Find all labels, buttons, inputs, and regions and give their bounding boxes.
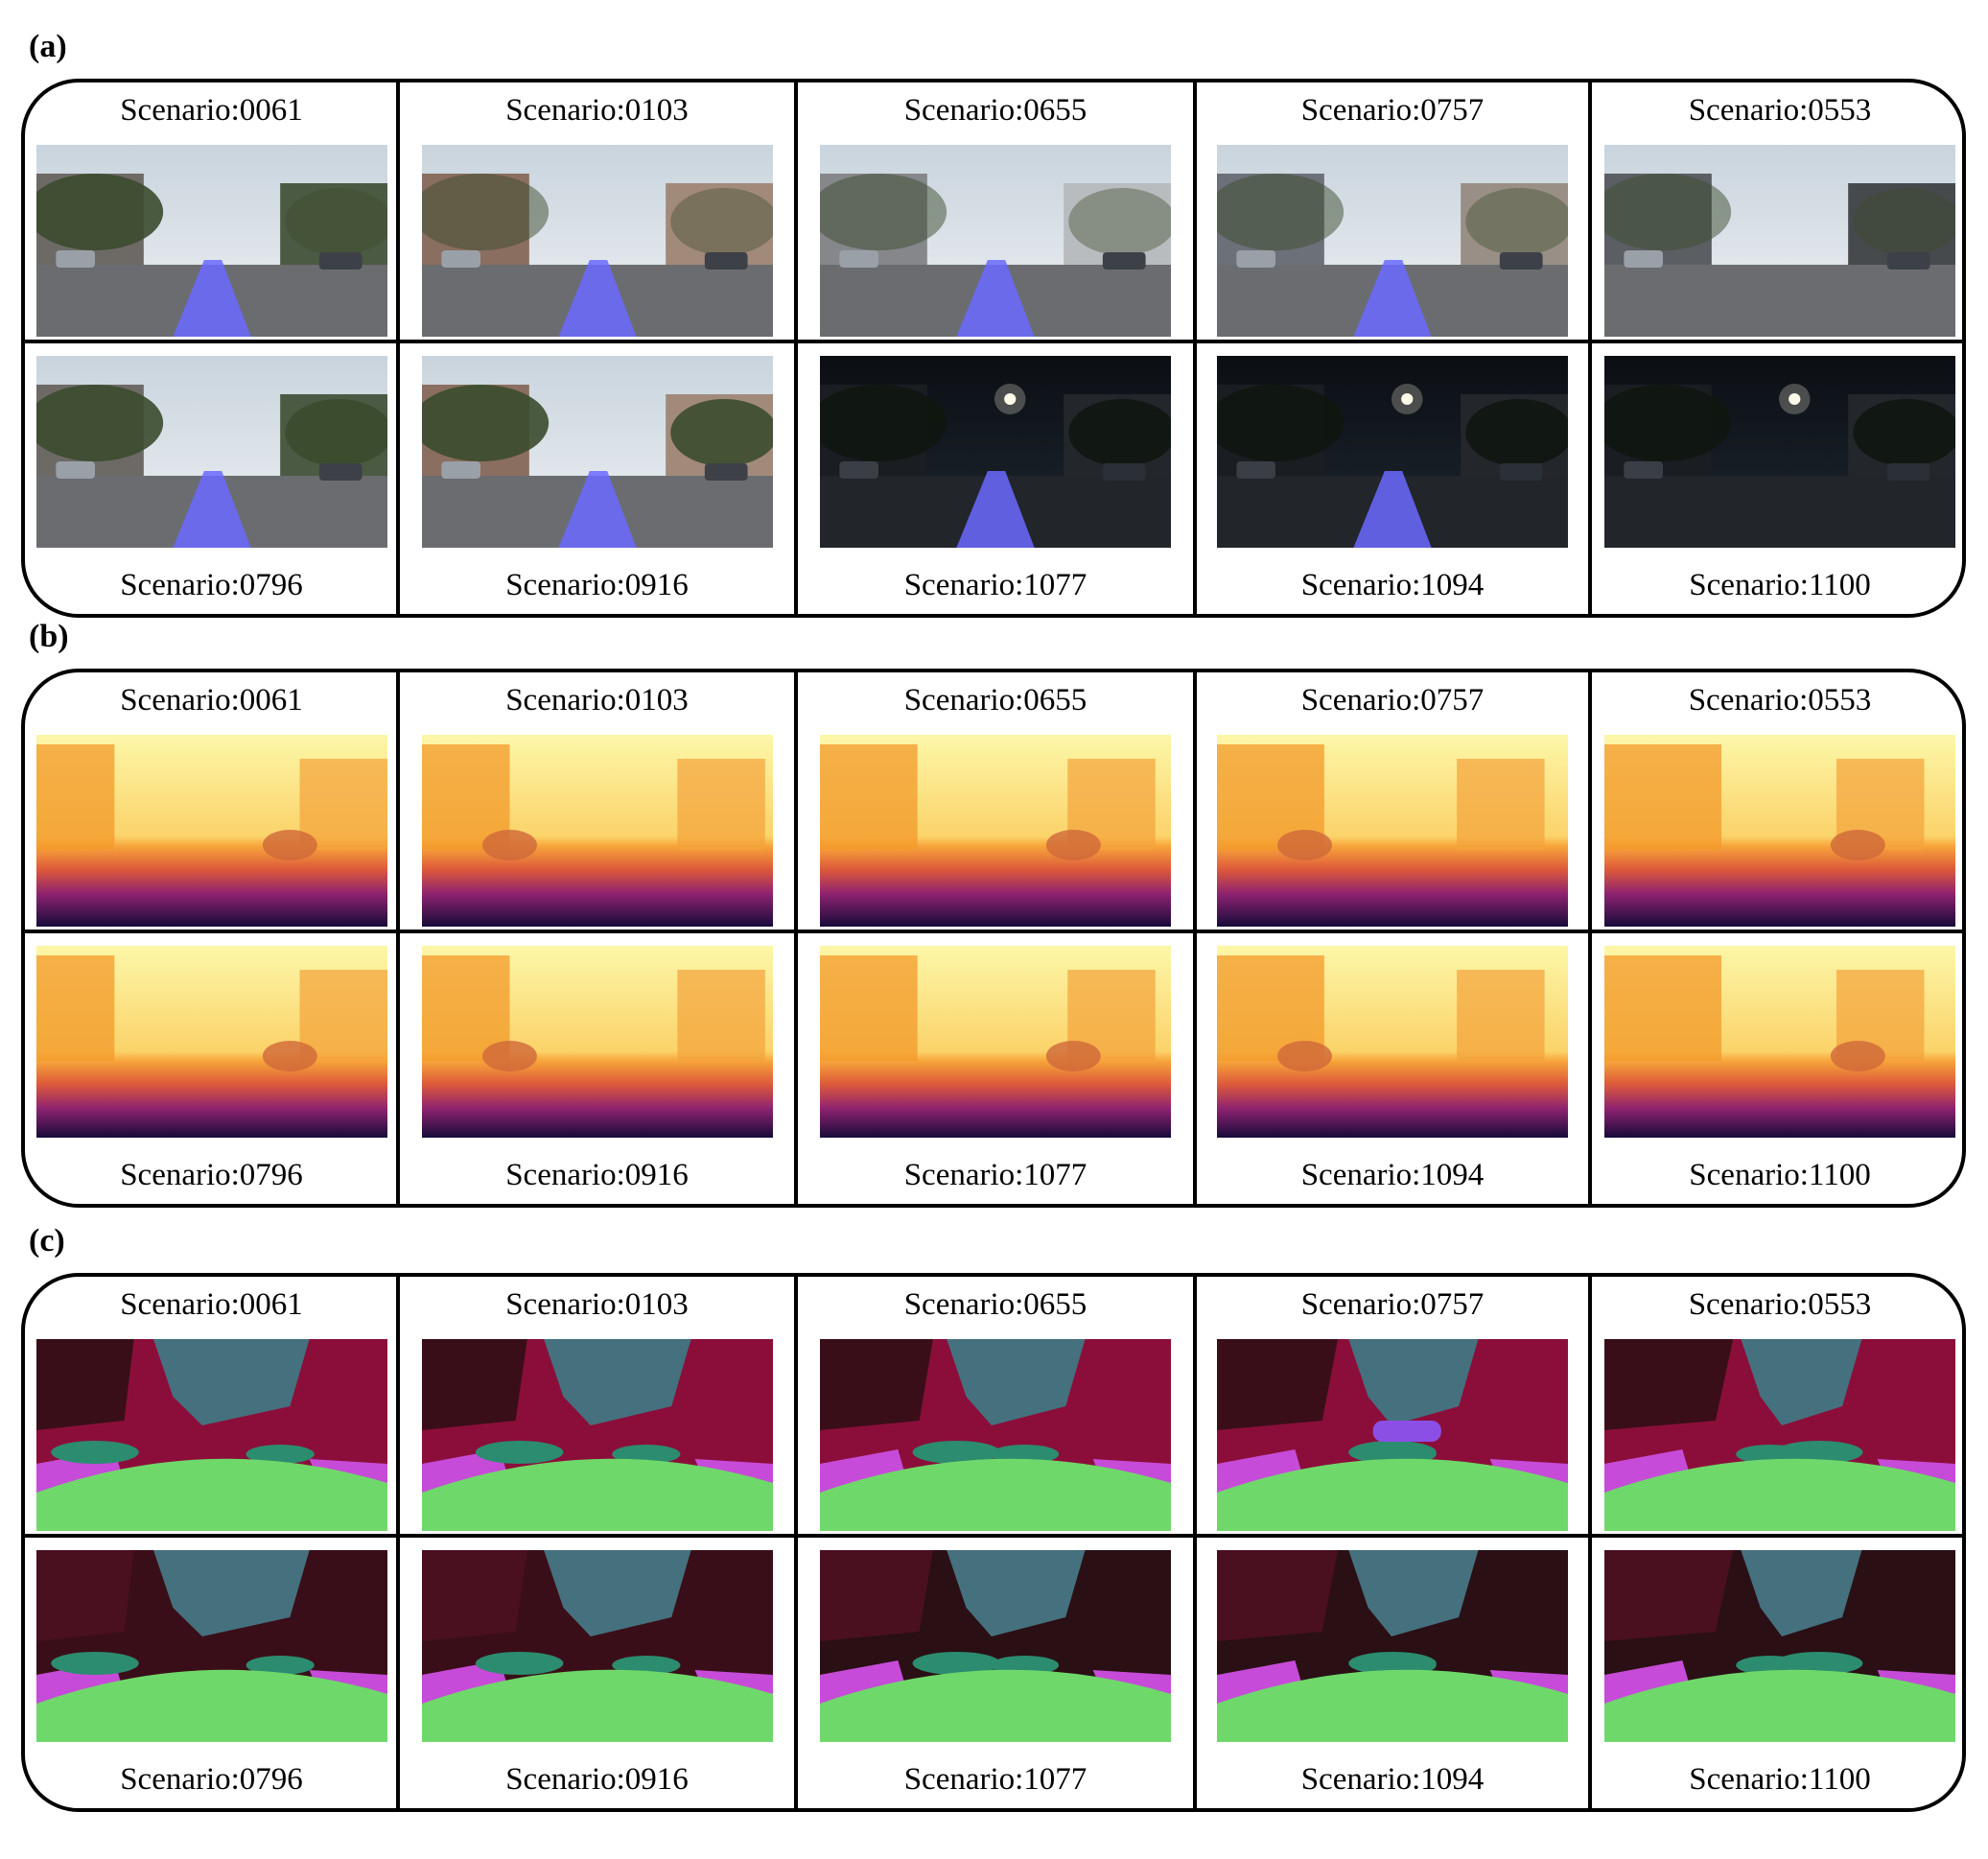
column-divider: [1193, 1277, 1197, 1808]
segmentation-image: [1604, 1550, 1955, 1742]
row-divider: [25, 930, 1962, 933]
column-divider: [794, 672, 798, 1204]
segmentation-image: [1217, 1339, 1568, 1531]
segmentation-image: [1604, 1339, 1955, 1531]
column-divider: [1588, 82, 1592, 614]
segmentation-image: [421, 1339, 773, 1531]
panel-b-depth-maps: Scenario:0061 Scenario:0796 Scenario:0103…: [21, 669, 1966, 1208]
scenario-label-bottom: Scenario:1100: [1689, 1158, 1871, 1192]
scenario-label-bottom: Scenario:0916: [505, 1762, 689, 1797]
column-divider: [1588, 672, 1592, 1204]
segmentation-image: [1217, 1550, 1568, 1742]
scenario-label-top: Scenario:0655: [903, 1287, 1088, 1322]
camera-image: [820, 145, 1171, 337]
panel-c-label: (c): [29, 1223, 65, 1259]
camera-image: [1604, 145, 1955, 337]
scenario-label-top: Scenario:0757: [1300, 683, 1485, 718]
scenario-label-bottom: Scenario:1094: [1300, 1158, 1485, 1192]
camera-image: [1604, 356, 1955, 548]
column-divider: [794, 1277, 798, 1808]
scenario-label-bottom: Scenario:0796: [120, 568, 303, 602]
camera-image: [421, 145, 773, 337]
scenario-label-top: Scenario:0553: [1688, 1287, 1872, 1322]
panel-a-label: (a): [29, 29, 67, 64]
scenario-label-top: Scenario:0553: [1688, 93, 1872, 128]
scenario-label-bottom: Scenario:1094: [1300, 1762, 1485, 1797]
segmentation-image: [421, 1550, 773, 1742]
segmentation-image: [820, 1339, 1171, 1531]
column-divider: [1193, 82, 1197, 614]
camera-image: [1217, 145, 1568, 337]
scenario-label-top: Scenario:0655: [903, 683, 1088, 718]
row-divider: [25, 340, 1962, 343]
panel-c-segmentation-maps: Scenario:0061 Scenario:0796 Scenario:0103…: [21, 1273, 1966, 1812]
scenario-label-top: Scenario:0061: [120, 1287, 303, 1322]
scenario-label-bottom: Scenario:0796: [120, 1158, 303, 1192]
camera-image: [35, 356, 387, 548]
scenario-label-bottom: Scenario:0916: [505, 1158, 689, 1192]
depth-image: [1217, 735, 1568, 927]
camera-image: [820, 356, 1171, 548]
scenario-label-bottom: Scenario:1077: [903, 568, 1088, 602]
column-divider: [396, 672, 400, 1204]
scenario-label-top: Scenario:0103: [505, 683, 689, 718]
segmentation-image: [35, 1339, 387, 1531]
scenario-label-top: Scenario:0757: [1300, 93, 1485, 128]
depth-image: [820, 946, 1171, 1138]
scenario-label-bottom: Scenario:0916: [505, 568, 689, 602]
depth-image: [1217, 946, 1568, 1138]
column-divider: [396, 82, 400, 614]
scenario-label-bottom: Scenario:1100: [1689, 568, 1871, 602]
segmentation-image: [35, 1550, 387, 1742]
column-divider: [1588, 1277, 1592, 1808]
segmentation-image: [820, 1550, 1171, 1742]
row-divider: [25, 1534, 1962, 1538]
depth-image: [35, 735, 387, 927]
camera-image: [35, 145, 387, 337]
scenario-label-bottom: Scenario:1077: [903, 1158, 1088, 1192]
scenario-label-bottom: Scenario:1077: [903, 1762, 1088, 1797]
panel-b-label: (b): [29, 619, 69, 654]
scenario-label-top: Scenario:0757: [1300, 1287, 1485, 1322]
depth-image: [1604, 735, 1955, 927]
column-divider: [396, 1277, 400, 1808]
column-divider: [1193, 672, 1197, 1204]
scenario-label-bottom: Scenario:0796: [120, 1762, 303, 1797]
scenario-label-top: Scenario:0655: [903, 93, 1088, 128]
scenario-label-bottom: Scenario:1100: [1689, 1762, 1871, 1797]
panel-a-camera-frames: Scenario:0061 Scenario:0796 Scenario:0103…: [21, 79, 1966, 618]
column-divider: [794, 82, 798, 614]
scenario-label-top: Scenario:0103: [505, 1287, 689, 1322]
scenario-label-top: Scenario:0103: [505, 93, 689, 128]
depth-image: [1604, 946, 1955, 1138]
scenario-label-top: Scenario:0061: [120, 683, 303, 718]
camera-image: [421, 356, 773, 548]
camera-image: [1217, 356, 1568, 548]
scenario-label-top: Scenario:0061: [120, 93, 303, 128]
depth-image: [820, 735, 1171, 927]
depth-image: [421, 735, 773, 927]
scenario-label-top: Scenario:0553: [1688, 683, 1872, 718]
scenario-label-bottom: Scenario:1094: [1300, 568, 1485, 602]
depth-image: [35, 946, 387, 1138]
depth-image: [421, 946, 773, 1138]
